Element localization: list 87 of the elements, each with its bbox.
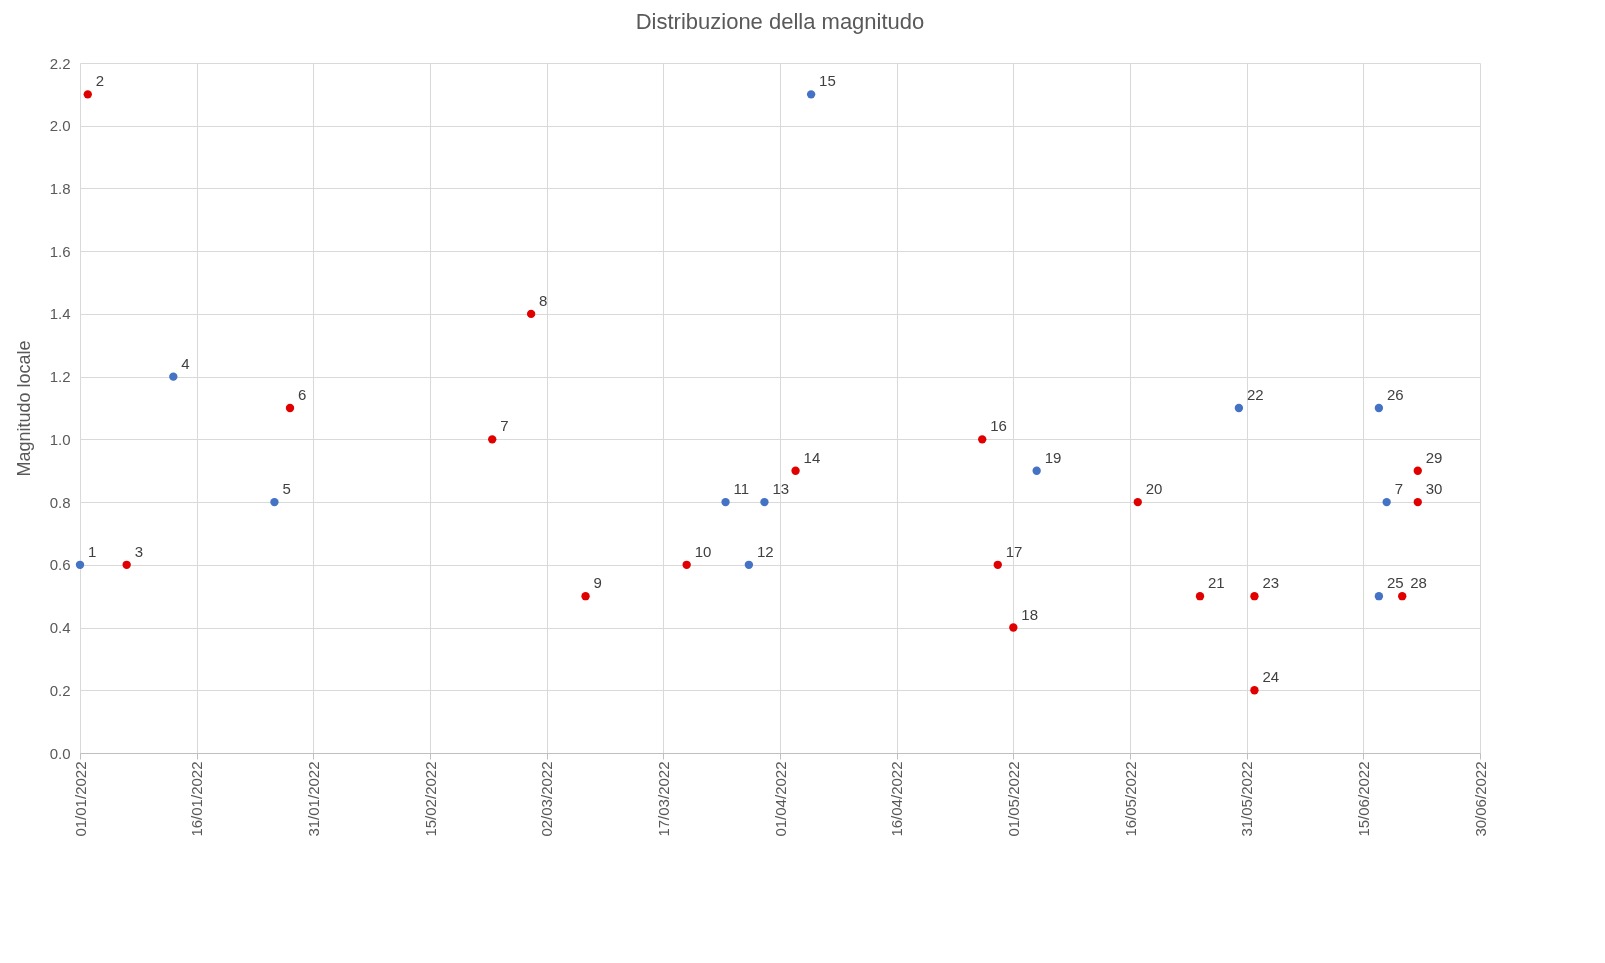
point <box>1009 623 1018 632</box>
x-tick-label: 17/03/2022 <box>654 761 672 837</box>
annotation: 7 <box>1394 480 1404 498</box>
x-tick-label: 15/02/2022 <box>421 761 439 837</box>
y-tick-label: 1.6 <box>49 242 71 260</box>
annotation: 24 <box>1262 668 1280 686</box>
point <box>760 497 769 507</box>
y-tick-label: 0.8 <box>49 493 71 511</box>
x-tick-label: 01/04/2022 <box>771 761 789 837</box>
x-tick-label: 16/05/2022 <box>1121 761 1139 837</box>
annotation: 3 <box>134 542 144 560</box>
y-axis-title: Magnitudo locale <box>13 340 34 477</box>
annotation: 15 <box>819 72 836 90</box>
annotation: 5 <box>282 480 291 498</box>
point <box>270 497 279 507</box>
annotation: 20 <box>1145 480 1163 498</box>
y-tick-label: 0.6 <box>49 556 71 574</box>
x-tick-label: 16/01/2022 <box>188 761 206 837</box>
annotation: 8 <box>539 291 548 309</box>
point <box>1250 592 1259 601</box>
y-tick-label: 0.0 <box>49 744 71 762</box>
annotation: 26 <box>1386 386 1404 403</box>
annotation: 14 <box>803 448 821 466</box>
annotation: 13 <box>772 480 790 498</box>
point <box>721 497 730 507</box>
point <box>526 309 536 319</box>
point <box>1032 466 1041 475</box>
point <box>169 372 178 381</box>
annotation: 6 <box>298 386 307 403</box>
point <box>83 90 92 99</box>
point <box>1195 592 1205 601</box>
point <box>581 592 590 601</box>
x-tick-label: 31/01/2022 <box>304 761 322 837</box>
annotation: 1 <box>88 542 97 560</box>
annotation: 29 <box>1425 448 1443 466</box>
point <box>1413 466 1422 475</box>
x-tick-label: 30/06/2022 <box>1471 761 1489 837</box>
y-tick-label: 2.2 <box>49 54 71 72</box>
point <box>993 560 1002 569</box>
x-tick-label: 31/05/2022 <box>1238 761 1256 837</box>
annotation: 19 <box>1044 448 1062 466</box>
annotation: 28 <box>1410 574 1427 592</box>
point <box>1382 497 1391 507</box>
annotation: 12 <box>756 542 774 560</box>
y-tick-label: 1.0 <box>49 430 71 448</box>
y-tick-label: 0.4 <box>49 619 71 637</box>
annotation: 21 <box>1208 574 1225 592</box>
annotation: 17 <box>1005 542 1023 560</box>
annotation: 22 <box>1246 386 1264 403</box>
point <box>1133 497 1142 507</box>
annotation: 2 <box>95 72 105 90</box>
x-tick-label: 01/01/2022 <box>71 761 89 837</box>
annotation: 30 <box>1425 480 1443 498</box>
annotation: 23 <box>1262 574 1280 592</box>
y-tick-label: 1.4 <box>49 305 71 323</box>
annotation: 9 <box>593 574 602 592</box>
y-tick-label: 1.8 <box>49 179 71 197</box>
point <box>1398 592 1407 601</box>
point <box>75 560 85 569</box>
point <box>806 90 816 99</box>
point <box>744 560 754 569</box>
y-tick-label: 1.2 <box>49 368 71 386</box>
point <box>978 435 987 444</box>
annotation: 25 <box>1386 574 1404 592</box>
x-tick-label: 01/05/2022 <box>1004 761 1022 837</box>
annotation: 18 <box>1021 605 1039 623</box>
point <box>488 435 497 444</box>
x-tick-label: 15/06/2022 <box>1354 761 1372 837</box>
point <box>791 466 800 475</box>
annotation: 4 <box>181 354 190 372</box>
x-tick-label: 02/03/2022 <box>538 761 556 837</box>
point <box>1234 403 1244 413</box>
point <box>1413 497 1422 507</box>
annotation: 10 <box>694 542 712 560</box>
point <box>1250 686 1259 695</box>
annotation: 7 <box>500 417 509 435</box>
chart-title: Distribuzione della magnitudo <box>635 9 925 34</box>
point <box>1374 592 1384 601</box>
annotation: 16 <box>990 417 1007 435</box>
point <box>285 403 295 413</box>
point <box>122 560 131 569</box>
x-tick-label: 16/04/2022 <box>888 761 906 837</box>
y-tick-label: 2.0 <box>49 117 71 135</box>
point <box>1374 403 1384 413</box>
y-tick-label: 0.2 <box>49 681 71 699</box>
point <box>682 560 691 569</box>
annotation: 11 <box>733 480 750 498</box>
